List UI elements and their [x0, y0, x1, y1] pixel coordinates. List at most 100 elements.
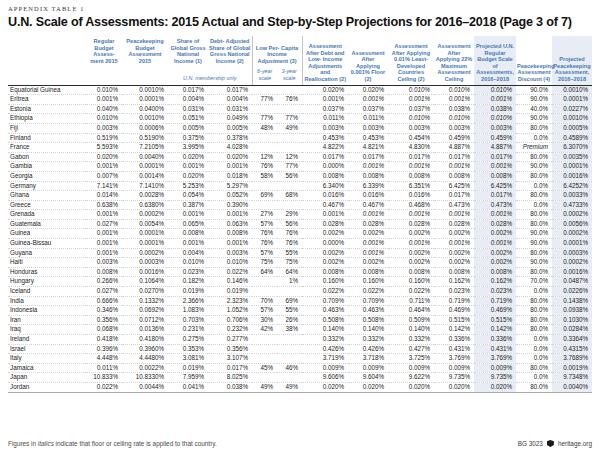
country-cell: Jordan	[8, 382, 86, 392]
value-cell: 0.0001%	[552, 162, 592, 172]
value-cell: 6.340%	[302, 181, 348, 191]
value-cell: 0.001%	[388, 162, 434, 172]
report-page: APPENDIX TABLE 1 U.N. Scale of Assessmen…	[0, 0, 600, 452]
value-cell: 0.706%	[208, 315, 252, 325]
value-cell: 70.0%	[516, 277, 552, 287]
value-cell: 0.068%	[86, 325, 122, 335]
value-cell: 45%	[252, 363, 277, 373]
value-cell	[252, 133, 277, 143]
value-cell: 0.453%	[348, 133, 388, 143]
value-cell: 0.001%	[434, 210, 474, 220]
value-cell: 2.366%	[168, 296, 208, 306]
value-cell: 4.028%	[208, 143, 252, 153]
country-cell: Jamaica	[8, 363, 86, 373]
value-cell: 3.769%	[474, 354, 516, 364]
value-cell: 0.031%	[208, 104, 252, 114]
assessments-table: Regular Budget Assess- ment 2015 Peaceke…	[8, 36, 592, 393]
value-cell: 0.027%	[86, 287, 122, 297]
value-cell: 49%	[277, 382, 302, 392]
footnote: Figures in italics indicate that floor o…	[8, 440, 217, 447]
value-cell: 90.0%	[516, 229, 552, 239]
col-peacekeeping-discount: Peacekeeping Assessment Discount (4)	[516, 36, 552, 85]
value-cell: 0.431%	[434, 344, 474, 354]
value-cell: 76%	[277, 239, 302, 249]
value-cell: 7.1410%	[122, 181, 168, 191]
value-cell: 0.003%	[302, 123, 348, 133]
value-cell: 0.002%	[474, 229, 516, 239]
value-cell: 0.387%	[168, 200, 208, 210]
value-cell: 64%	[277, 267, 302, 277]
value-cell: 0.142%	[434, 325, 474, 335]
value-cell: 0.0712%	[122, 315, 168, 325]
value-cell: 0.469%	[434, 306, 474, 316]
value-cell: 0.356%	[208, 344, 252, 354]
value-cell: 0.008%	[348, 171, 388, 181]
country-cell: India	[8, 296, 86, 306]
value-cell: 0.002%	[302, 229, 348, 239]
value-cell: 0.001%	[474, 239, 516, 249]
subcol-6-year-scale: 6-year scale	[252, 66, 277, 85]
value-cell: 0.459%	[434, 133, 474, 143]
col-after-debt-low-income: Assessment After Debt and Low- Income Ad…	[302, 36, 348, 85]
value-cell: 0.6380%	[122, 200, 168, 210]
value-cell: 56%	[277, 171, 302, 181]
value-cell	[252, 104, 277, 114]
value-cell: 0.001%	[348, 239, 388, 249]
value-cell: 0.022%	[302, 287, 348, 297]
value-cell: 0.009%	[434, 363, 474, 373]
value-cell: 0.467%	[348, 200, 388, 210]
country-cell: France	[8, 143, 86, 153]
value-cell: 0.005%	[168, 123, 208, 133]
value-cell: 0.0226%	[552, 287, 592, 297]
col-after-floor: Assessment After Applying 0.001% Floor (…	[348, 36, 388, 85]
value-cell: 0.453%	[302, 133, 348, 143]
col-peacekeeping-budget-2015: Peacekeeping Budget Assessment 2015	[122, 36, 168, 66]
value-cell: 0.018%	[208, 171, 252, 181]
value-cell: 0.001%	[388, 210, 434, 220]
value-cell: 0.0001%	[122, 239, 168, 249]
value-cell: 0.142%	[474, 325, 516, 335]
value-cell: 0.001%	[302, 210, 348, 220]
value-cell: 26%	[277, 315, 302, 325]
table-row: France5.593%7.2105%3.995%4.028%4.822%4.8…	[8, 143, 592, 153]
value-cell: 0.010%	[388, 85, 434, 95]
value-cell: 30%	[252, 315, 277, 325]
value-cell: 4.830%	[388, 143, 434, 153]
value-cell: 0.162%	[474, 277, 516, 287]
country-cell: Gambia	[8, 162, 86, 172]
value-cell: 0.020%	[388, 382, 434, 392]
value-cell: 3.107%	[208, 354, 252, 364]
value-cell: 0.396%	[86, 344, 122, 354]
doc-id: BG 3023	[518, 440, 543, 447]
site-link[interactable]: heritage.org	[558, 440, 592, 447]
value-cell: 0.1064%	[122, 277, 168, 287]
value-cell: 0.003%	[474, 123, 516, 133]
value-cell	[277, 287, 302, 297]
value-cell: 0.010%	[474, 114, 516, 124]
value-cell	[277, 181, 302, 191]
value-cell: 0.346%	[86, 306, 122, 316]
value-cell: 0.0028%	[122, 191, 168, 201]
country-cell: Ghana	[8, 191, 86, 201]
value-cell: 4.887%	[474, 143, 516, 153]
value-cell: 0.467%	[302, 200, 348, 210]
value-cell: 0.0010%	[552, 85, 592, 95]
value-cell: 0.065%	[168, 219, 208, 229]
value-cell: 0.008%	[168, 229, 208, 239]
table-row: Iraq0.068%0.0136%0.231%0.232%42%38%0.140…	[8, 325, 592, 335]
value-cell: 9.604%	[348, 373, 388, 383]
value-cell: 0.001%	[434, 239, 474, 249]
value-cell: 0.0001%	[122, 162, 168, 172]
value-cell: 0.020%	[302, 85, 348, 95]
value-cell: 0.666%	[86, 296, 122, 306]
value-cell: 0.037%	[302, 104, 348, 114]
value-cell: 90.0%	[516, 114, 552, 124]
value-cell: 0.028%	[434, 219, 474, 229]
value-cell: 0.160%	[388, 277, 434, 287]
value-cell: 0.508%	[302, 315, 348, 325]
value-cell: 0.008%	[474, 171, 516, 181]
value-cell: 0.0002%	[552, 229, 592, 239]
table-row: Guyana0.001%0.0002%0.004%0.003%57%55%0.0…	[8, 248, 592, 258]
table-row: Honduras0.008%0.0016%0.023%0.022%64%64%0…	[8, 267, 592, 277]
table-row: Jamaica0.011%0.0022%0.019%0.017%45%46%0.…	[8, 363, 592, 373]
